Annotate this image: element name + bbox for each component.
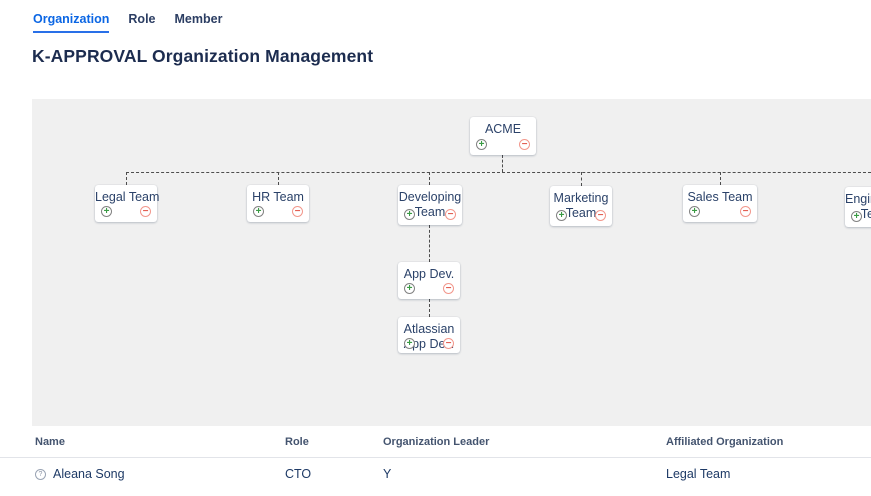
- org-node-label: Engineering Team: [845, 192, 871, 221]
- expand-node-icon[interactable]: +: [689, 206, 700, 217]
- member-role: CTO: [285, 467, 312, 481]
- connector-stub-sales: [720, 172, 721, 185]
- expand-node-icon[interactable]: +: [404, 338, 415, 349]
- org-node-marketing-team[interactable]: Marketing Team + −: [550, 186, 612, 226]
- org-node-label: App Dev.: [403, 267, 455, 281]
- connector-developing-appdev: [429, 225, 430, 262]
- member-name-cell: Aleana Song: [35, 467, 285, 481]
- table-row[interactable]: Aleana Song CTO Y Legal Team: [0, 458, 871, 490]
- collapse-node-icon[interactable]: −: [595, 210, 606, 221]
- column-header-affiliated-organization: Affiliated Organization: [666, 436, 784, 448]
- org-node-engineering-team[interactable]: Engineering Team + −: [845, 187, 871, 227]
- connector-appdev-atlassian: [429, 299, 430, 317]
- collapse-node-icon[interactable]: −: [443, 283, 454, 294]
- column-header-organization-leader: Organization Leader: [383, 436, 490, 448]
- org-node-label: Sales Team: [687, 190, 753, 204]
- column-header-name: Name: [35, 436, 65, 448]
- member-organization-leader: Y: [383, 467, 392, 481]
- org-node-hr-team[interactable]: HR Team + −: [247, 185, 309, 222]
- org-node-acme[interactable]: ACME + −: [470, 117, 536, 155]
- member-table: Name Role Organization Leader Affiliated…: [0, 430, 871, 490]
- collapse-node-icon[interactable]: −: [445, 209, 456, 220]
- collapse-node-icon[interactable]: −: [740, 206, 751, 217]
- table-header-row: Name Role Organization Leader Affiliated…: [0, 430, 871, 458]
- org-node-label: ACME: [484, 122, 522, 136]
- collapse-node-icon[interactable]: −: [292, 206, 303, 217]
- org-node-sales-team[interactable]: Sales Team + −: [683, 185, 757, 222]
- org-node-legal-team[interactable]: Legal Team + −: [95, 185, 160, 222]
- tab-role[interactable]: Role: [128, 12, 156, 26]
- tab-organization[interactable]: Organization: [33, 12, 110, 33]
- page-title: K-APPROVAL Organization Management: [32, 46, 374, 66]
- expand-node-icon[interactable]: +: [851, 211, 862, 222]
- expand-node-icon[interactable]: +: [404, 283, 415, 294]
- org-node-app-dev[interactable]: App Dev. + −: [398, 262, 460, 299]
- org-node-atlassian-app-dev[interactable]: Atlassian App Dev. + −: [398, 317, 460, 353]
- org-chart-canvas: ACME + − Legal Team + − HR Team + − Deve…: [32, 99, 871, 426]
- tab-bar: Organization Role Member: [33, 12, 222, 33]
- expand-node-icon[interactable]: +: [476, 139, 487, 150]
- expand-node-icon[interactable]: +: [253, 206, 264, 217]
- member-name: Aleana Song: [53, 467, 125, 481]
- connector-stub-hr: [278, 172, 279, 185]
- org-node-label: Atlassian App Dev.: [403, 322, 455, 351]
- expand-node-icon[interactable]: +: [101, 206, 112, 217]
- collapse-node-icon[interactable]: −: [443, 338, 454, 349]
- person-avatar-icon: [35, 468, 46, 480]
- org-node-label: HR Team: [252, 190, 304, 204]
- tab-member[interactable]: Member: [174, 12, 223, 26]
- expand-node-icon[interactable]: +: [404, 209, 415, 220]
- collapse-node-icon[interactable]: −: [519, 139, 530, 150]
- connector-acme-stub: [502, 155, 503, 172]
- collapse-node-icon[interactable]: −: [140, 206, 151, 217]
- org-node-label: Developing Team: [398, 190, 462, 219]
- connector-stub-legal: [126, 172, 127, 185]
- org-node-label: Legal Team: [95, 190, 160, 204]
- org-node-developing-team[interactable]: Developing Team + −: [398, 185, 462, 225]
- column-header-role: Role: [285, 436, 309, 448]
- connector-horizontal: [126, 172, 871, 173]
- expand-node-icon[interactable]: +: [556, 210, 567, 221]
- org-node-label: Marketing Team: [553, 191, 609, 220]
- connector-stub-marketing: [581, 172, 582, 186]
- member-affiliated-organization: Legal Team: [666, 467, 731, 481]
- connector-stub-developing: [429, 172, 430, 185]
